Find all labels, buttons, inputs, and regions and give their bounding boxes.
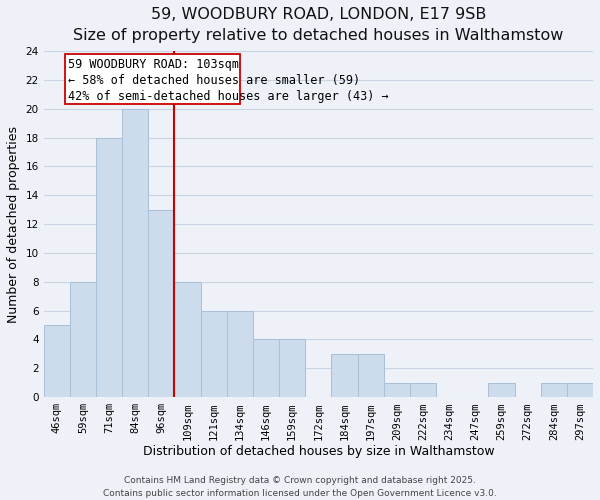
X-axis label: Distribution of detached houses by size in Walthamstow: Distribution of detached houses by size … xyxy=(143,445,494,458)
Bar xyxy=(200,310,227,397)
Bar xyxy=(331,354,358,397)
Y-axis label: Number of detached properties: Number of detached properties xyxy=(7,126,20,322)
FancyBboxPatch shape xyxy=(65,54,240,104)
Bar xyxy=(44,325,70,397)
Bar xyxy=(358,354,384,397)
Bar xyxy=(384,382,410,397)
Text: 59 WOODBURY ROAD: 103sqm: 59 WOODBURY ROAD: 103sqm xyxy=(68,58,239,71)
Text: 42% of semi-detached houses are larger (43) →: 42% of semi-detached houses are larger (… xyxy=(68,90,389,103)
Title: 59, WOODBURY ROAD, LONDON, E17 9SB
Size of property relative to detached houses : 59, WOODBURY ROAD, LONDON, E17 9SB Size … xyxy=(73,7,563,43)
Bar xyxy=(253,340,279,397)
Bar xyxy=(567,382,593,397)
Bar xyxy=(227,310,253,397)
Bar xyxy=(410,382,436,397)
Bar xyxy=(122,108,148,397)
Bar xyxy=(175,282,200,397)
Bar xyxy=(541,382,567,397)
Bar xyxy=(488,382,515,397)
Bar xyxy=(96,138,122,397)
Bar xyxy=(70,282,96,397)
Bar xyxy=(279,340,305,397)
Bar xyxy=(148,210,175,397)
Text: ← 58% of detached houses are smaller (59): ← 58% of detached houses are smaller (59… xyxy=(68,74,361,87)
Text: Contains HM Land Registry data © Crown copyright and database right 2025.
Contai: Contains HM Land Registry data © Crown c… xyxy=(103,476,497,498)
